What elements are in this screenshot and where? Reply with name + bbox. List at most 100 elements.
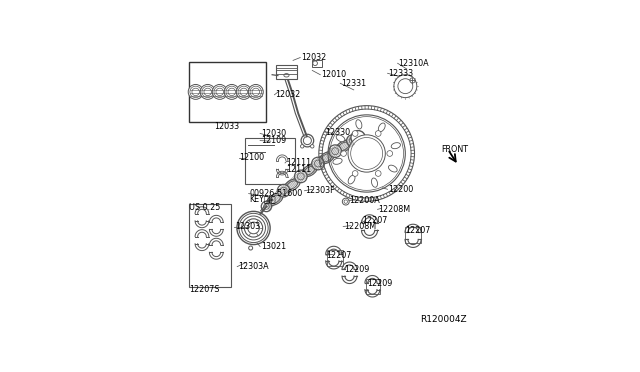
Text: 12200: 12200	[388, 185, 413, 194]
Circle shape	[190, 86, 202, 97]
Circle shape	[188, 84, 203, 99]
Circle shape	[303, 137, 312, 145]
Text: 12303A: 12303A	[238, 262, 268, 271]
Text: 12208M: 12208M	[344, 222, 376, 231]
Text: 12207S: 12207S	[189, 285, 220, 294]
Ellipse shape	[333, 158, 342, 164]
Circle shape	[410, 78, 415, 83]
Text: 12100: 12100	[239, 153, 264, 162]
Circle shape	[248, 222, 259, 234]
Ellipse shape	[391, 142, 401, 149]
Circle shape	[349, 137, 355, 144]
Text: 12208M: 12208M	[378, 205, 410, 214]
Text: 12310A: 12310A	[398, 59, 429, 68]
Circle shape	[310, 145, 314, 148]
Text: 12303F: 12303F	[305, 186, 335, 195]
Ellipse shape	[287, 181, 298, 189]
Circle shape	[375, 131, 381, 137]
Circle shape	[398, 79, 413, 94]
Circle shape	[351, 131, 365, 145]
Circle shape	[280, 187, 287, 194]
Text: 12200A: 12200A	[349, 196, 380, 205]
Text: 12032: 12032	[301, 53, 326, 62]
Circle shape	[241, 216, 266, 240]
Text: 12207: 12207	[362, 216, 388, 225]
Circle shape	[250, 86, 262, 97]
Ellipse shape	[304, 167, 315, 175]
Circle shape	[277, 185, 290, 197]
Ellipse shape	[371, 178, 378, 187]
Circle shape	[248, 84, 263, 99]
Circle shape	[301, 134, 314, 147]
Circle shape	[238, 86, 250, 97]
Ellipse shape	[321, 154, 332, 162]
Text: 12209: 12209	[344, 265, 369, 274]
Circle shape	[312, 157, 324, 170]
Ellipse shape	[339, 142, 349, 150]
Text: 12030: 12030	[260, 129, 286, 138]
Ellipse shape	[348, 175, 355, 184]
Circle shape	[352, 171, 358, 176]
Ellipse shape	[388, 165, 397, 172]
Circle shape	[329, 145, 342, 157]
Circle shape	[204, 88, 211, 96]
Circle shape	[375, 171, 381, 176]
Circle shape	[301, 145, 304, 148]
Circle shape	[192, 88, 200, 96]
Circle shape	[340, 151, 346, 156]
Bar	[366, 279, 380, 294]
Circle shape	[212, 84, 227, 99]
Text: 12330: 12330	[325, 128, 350, 137]
Text: 12207: 12207	[405, 226, 431, 235]
Text: 12111: 12111	[287, 158, 312, 167]
Ellipse shape	[319, 152, 335, 164]
Text: FRONT: FRONT	[441, 145, 468, 154]
Bar	[189, 62, 266, 122]
Circle shape	[313, 61, 317, 65]
Circle shape	[216, 88, 223, 96]
Ellipse shape	[284, 74, 289, 77]
Text: R120004Z: R120004Z	[420, 315, 467, 324]
Text: 12207: 12207	[326, 251, 352, 260]
Circle shape	[236, 84, 252, 99]
Ellipse shape	[378, 123, 385, 132]
Circle shape	[202, 86, 213, 97]
Text: 12109: 12109	[260, 136, 286, 145]
Circle shape	[244, 219, 262, 237]
Bar	[245, 138, 295, 183]
Text: 12333: 12333	[388, 69, 413, 78]
Circle shape	[332, 148, 339, 155]
Ellipse shape	[301, 164, 317, 177]
Text: 12010: 12010	[321, 70, 346, 79]
Text: 00926-51600: 00926-51600	[249, 189, 303, 198]
Circle shape	[351, 138, 383, 170]
Text: 12032: 12032	[275, 90, 300, 99]
Ellipse shape	[269, 195, 280, 203]
Text: 12331: 12331	[341, 79, 366, 88]
Circle shape	[214, 86, 225, 97]
Ellipse shape	[336, 140, 351, 153]
Circle shape	[314, 160, 321, 167]
Bar	[312, 60, 323, 67]
Circle shape	[348, 135, 385, 172]
Ellipse shape	[267, 193, 283, 205]
Text: 12033: 12033	[214, 122, 239, 131]
Circle shape	[249, 246, 253, 250]
Circle shape	[239, 213, 268, 243]
Circle shape	[394, 75, 417, 97]
Circle shape	[200, 84, 215, 99]
Text: 12303: 12303	[235, 222, 260, 231]
Circle shape	[298, 173, 304, 180]
Circle shape	[352, 131, 358, 137]
Ellipse shape	[284, 179, 300, 191]
Bar	[189, 203, 230, 287]
Bar	[276, 65, 298, 79]
Circle shape	[387, 151, 392, 156]
Circle shape	[252, 88, 260, 96]
Text: US 0.25: US 0.25	[189, 203, 220, 212]
Text: 13021: 13021	[260, 242, 286, 251]
Circle shape	[261, 201, 271, 212]
Circle shape	[347, 135, 358, 146]
Ellipse shape	[336, 135, 345, 142]
Circle shape	[294, 170, 307, 183]
